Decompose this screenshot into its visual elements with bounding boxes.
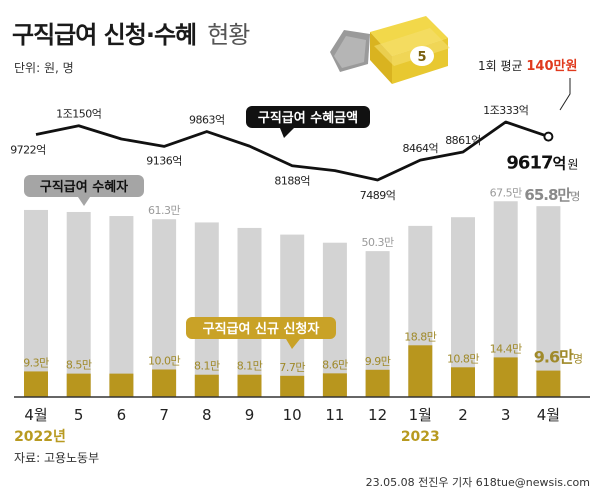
- value-labels: 9722억 1조150억 9136억 9863억 8188억 7489억 8464억 8861…: [10, 104, 583, 374]
- applicant-data-label: 9.3만: [23, 356, 49, 369]
- beneficiary-data-label-last: 65.8만명: [524, 186, 580, 204]
- chart-title: 구직급여 신청·수혜 현황: [12, 21, 250, 49]
- applicant-data-label: 8.1만: [194, 360, 220, 373]
- avg-note-value: 140만원: [526, 58, 577, 74]
- avg-note: 1회 평균 140만원: [478, 58, 577, 74]
- svg-text:5: 5: [417, 50, 426, 65]
- amount-tag-text: 구직급여 수혜금액: [258, 110, 358, 126]
- applicant-tag: 구직급여 신규 신청자: [186, 317, 336, 349]
- applicant-bar: [24, 371, 48, 397]
- x-year-label: 2023: [401, 429, 440, 445]
- amount-line-end-point: [543, 131, 554, 142]
- amount-data-label: 8464억: [402, 142, 438, 155]
- avg-note-leader: [559, 78, 571, 111]
- applicant-bar: [237, 374, 262, 397]
- beneficiary-data-label: 67.5만: [490, 186, 522, 199]
- beneficiary-bar: [109, 216, 134, 397]
- applicant-tag-pointer: [286, 339, 300, 349]
- amount-data-label: 9863억: [189, 114, 225, 127]
- x-tick-label: 9: [245, 406, 255, 424]
- applicant-data-label: 8.1만: [237, 360, 263, 373]
- amount-data-label: 1조150억: [56, 108, 101, 121]
- beneficiary-bar: [237, 227, 262, 397]
- x-tick-label: 3: [501, 406, 511, 424]
- credit-label: 23.05.08 전진우 기자 618tue@newsis.com: [366, 476, 590, 489]
- amount-tag: 구직급여 수혜금액: [246, 106, 370, 138]
- beneficiary-bar: [194, 222, 219, 397]
- applicant-bar: [365, 369, 390, 397]
- x-tick-label: 8: [202, 406, 212, 424]
- unit-label: 단위: 원, 명: [14, 61, 74, 75]
- beneficiary-bar: [451, 217, 475, 397]
- chart-title-sub: 현황: [207, 21, 250, 49]
- applicant-data-label: 10.0만: [148, 355, 180, 368]
- money-bundle-icon: 5: [330, 16, 450, 84]
- x-tick-label: 12: [368, 406, 387, 424]
- applicant-data-label: 8.5만: [66, 359, 92, 372]
- beneficiary-tag-text: 구직급여 수혜자: [40, 179, 128, 195]
- x-tick-label: 4월: [537, 406, 560, 424]
- applicant-data-label: 10.8만: [447, 352, 479, 365]
- applicant-tag-box: [186, 317, 336, 339]
- x-year-label: 2022년: [14, 429, 66, 445]
- applicant-bar: [451, 367, 475, 397]
- applicant-tag-text: 구직급여 신규 신청자: [203, 321, 320, 337]
- applicant-bar: [152, 369, 177, 397]
- applicant-bar: [536, 370, 561, 397]
- amount-data-label: 8861억: [445, 134, 481, 147]
- applicant-bar: [194, 374, 219, 397]
- amount-data-label: 8188억: [274, 175, 310, 188]
- applicant-data-label: 18.8만: [404, 330, 436, 343]
- x-tick-label: 11: [325, 406, 344, 424]
- chart-title-main: 구직급여 신청·수혜: [12, 21, 196, 49]
- beneficiary-tag-pointer: [78, 197, 90, 206]
- x-tick-label: 5: [74, 406, 84, 424]
- amount-tag-pointer: [280, 128, 294, 138]
- applicant-bars: [24, 345, 561, 397]
- amount-line-layer: [35, 120, 554, 182]
- applicant-bar: [322, 373, 347, 397]
- applicant-bar: [66, 373, 91, 397]
- x-tick-label: 10: [283, 406, 302, 424]
- beneficiary-bar: [536, 206, 561, 397]
- amount-data-label: 7489억: [360, 189, 396, 202]
- x-tick-label: 1월: [409, 406, 432, 424]
- beneficiary-bar: [152, 219, 177, 397]
- amount-data-label-last: 9617억원: [506, 153, 578, 174]
- beneficiary-data-label: 61.3만: [148, 204, 180, 217]
- applicant-data-label: 8.6만: [322, 358, 348, 371]
- beneficiary-tag: 구직급여 수혜자: [24, 175, 144, 206]
- x-tick-label: 4월: [24, 406, 47, 424]
- source-label: 자료: 고용노동부: [14, 451, 99, 465]
- applicant-data-label: 14.4만: [490, 342, 522, 355]
- applicant-bar: [493, 357, 518, 397]
- beneficiary-bar: [66, 211, 91, 397]
- applicant-bar: [408, 345, 433, 397]
- beneficiary-data-label: 50.3만: [362, 236, 394, 249]
- applicant-bar: [109, 373, 134, 397]
- amount-data-label: 1조333억: [483, 104, 528, 117]
- applicant-data-label-last: 9.6만명: [534, 348, 583, 367]
- x-axis: 4월 5 6 7 8 9 10 11 12 1월 2 3 4월 2022년 2023: [14, 396, 590, 445]
- avg-note-prefix: 1회 평균: [478, 59, 526, 73]
- x-tick-label: 6: [117, 406, 127, 424]
- beneficiary-bar: [24, 209, 48, 397]
- amount-data-label: 9722억: [10, 143, 46, 156]
- beneficiary-bar: [280, 234, 305, 397]
- x-tick-label: 2: [458, 406, 468, 424]
- amount-tag-box: [246, 106, 370, 128]
- beneficiary-bars: [24, 201, 561, 397]
- amount-data-label: 9136억: [146, 154, 182, 167]
- applicant-data-label: 7.7만: [279, 361, 305, 374]
- x-tick-label: 7: [159, 406, 169, 424]
- amount-line: [35, 120, 549, 182]
- applicant-bar: [280, 375, 305, 397]
- beneficiary-tag-box: [24, 175, 144, 197]
- applicant-data-label: 9.9만: [365, 355, 391, 368]
